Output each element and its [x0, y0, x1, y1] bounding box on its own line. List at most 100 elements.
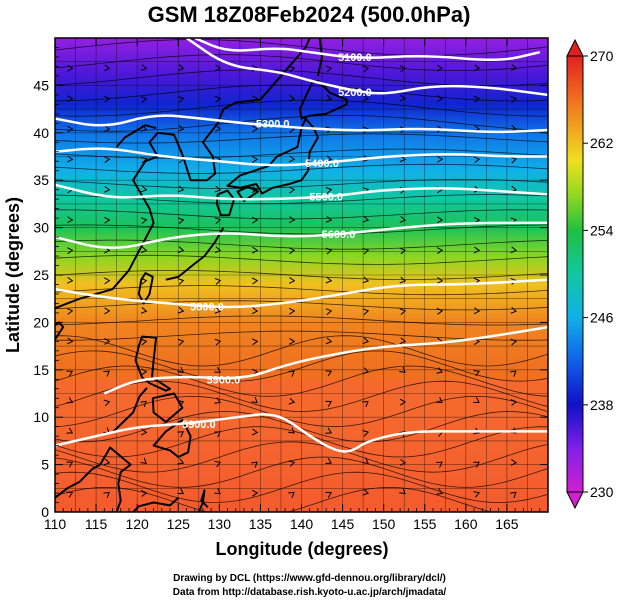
contour-line: [194, 38, 541, 61]
wind-arrowhead: [325, 247, 333, 255]
wind-arrow: [288, 277, 296, 284]
wind-arrow: [362, 367, 370, 374]
wind-arrowhead: [66, 370, 74, 377]
wind-arrow: [288, 460, 296, 467]
wind-arrow: [510, 399, 518, 406]
wind-arrowhead: [252, 125, 259, 133]
wind-arrowhead: [510, 96, 518, 103]
wind-arrowhead: [436, 277, 444, 284]
wind-arrowhead: [251, 246, 259, 254]
coastline-luzon: [134, 335, 171, 392]
x-tick-label: 155: [413, 516, 437, 532]
wind-arrow: [510, 246, 518, 254]
wind-arrow: [66, 370, 74, 377]
streamline: [55, 99, 548, 117]
wind-arrowhead: [436, 307, 444, 315]
wind-arrow: [288, 337, 296, 345]
wind-arrowhead: [177, 488, 185, 495]
wind-arrow: [473, 64, 481, 72]
streamline: [55, 163, 548, 174]
wind-arrow: [510, 491, 517, 499]
wind-arrowhead: [436, 367, 444, 374]
wind-arrow: [399, 398, 407, 406]
wind-arrowhead: [288, 216, 296, 224]
coastline-honshu: [226, 117, 319, 195]
wind-arrowhead: [103, 491, 110, 499]
wind-arrow: [214, 185, 222, 193]
wind-arrow: [399, 366, 406, 373]
wind-arrowhead: [288, 337, 296, 345]
x-axis-label: Longitude (degrees): [215, 539, 388, 559]
colorbar-tick-label: 238: [590, 397, 614, 413]
wind-arrowhead: [251, 277, 259, 285]
streamline: [55, 209, 548, 220]
wind-arrowhead: [103, 156, 111, 164]
x-axis-ticks: 110 115 120 125 130 135 140 145 150 155 160 165: [44, 38, 541, 532]
streamline: [55, 148, 548, 159]
wind-arrowhead: [67, 155, 74, 163]
wind-arrow: [510, 156, 518, 164]
wind-arrow: [399, 487, 406, 495]
wind-arrow: [288, 155, 296, 163]
contour-line: [55, 413, 548, 453]
wind-arrowhead: [288, 370, 295, 377]
wind-arrowhead: [325, 155, 333, 162]
wind-arrow: [510, 338, 518, 346]
wind-arrowhead: [436, 247, 444, 255]
wind-arrowhead: [140, 400, 147, 408]
streamline: [55, 239, 548, 250]
wind-arrow: [103, 216, 111, 224]
coastline-taiwan: [137, 272, 154, 305]
wind-arrowhead: [510, 64, 518, 71]
wind-arrowhead: [214, 185, 222, 193]
wind-arrowhead: [325, 457, 333, 464]
wind-arrow: [214, 306, 222, 314]
wind-arrow: [103, 491, 110, 499]
wind-arrow: [288, 397, 296, 405]
coastline-mindanao: [152, 419, 192, 458]
wind-arrowhead: [288, 155, 296, 163]
x-tick-label: 165: [495, 516, 519, 532]
wind-arrow: [214, 397, 222, 404]
wind-arrow: [66, 337, 74, 345]
streamline: [55, 224, 548, 235]
wind-arrowhead: [510, 458, 518, 466]
y-axis-label: Latitude (degrees): [3, 197, 23, 353]
wind-arrow: [104, 307, 111, 315]
wind-arrow: [436, 216, 444, 224]
wind-arrowhead: [473, 370, 480, 377]
wind-arrow: [177, 217, 185, 225]
wind-arrowhead: [214, 397, 222, 404]
coastline-sakhalin: [316, 38, 323, 77]
wind-arrow: [140, 400, 147, 408]
wind-arrow: [214, 217, 222, 224]
wind-arrowhead: [473, 307, 481, 315]
wind-arrowhead: [66, 337, 74, 345]
wind-arrowhead: [362, 276, 370, 284]
wind-arrow: [362, 488, 370, 496]
wind-arrowhead: [104, 307, 111, 315]
wind-arrowhead: [214, 64, 222, 72]
wind-arrow: [325, 337, 333, 345]
wind-arrowhead: [177, 96, 185, 103]
wind-arrow: [473, 95, 481, 103]
wind-arrowhead: [473, 461, 480, 468]
wind-arrow: [140, 307, 148, 314]
wind-arrowhead: [66, 461, 74, 468]
coastline-hainan: [55, 321, 65, 341]
wind-arrow: [214, 125, 222, 132]
wind-arrow: [177, 246, 185, 253]
wind-arrow: [436, 397, 443, 404]
wind-arrow: [510, 306, 518, 314]
wind-arrowhead: [288, 94, 296, 102]
x-tick-label: 140: [290, 516, 314, 532]
wind-arrowhead: [510, 370, 517, 377]
y-axis-ticks: 0 5 10 15 20 25 30 35 40 45: [33, 47, 548, 520]
wind-arrow: [436, 367, 444, 374]
wind-arrow: [140, 217, 148, 225]
contour-label: 5600.0: [322, 229, 356, 241]
wind-arrow: [362, 94, 370, 102]
wind-arrowhead: [362, 429, 370, 437]
wind-arrowhead: [251, 307, 259, 315]
